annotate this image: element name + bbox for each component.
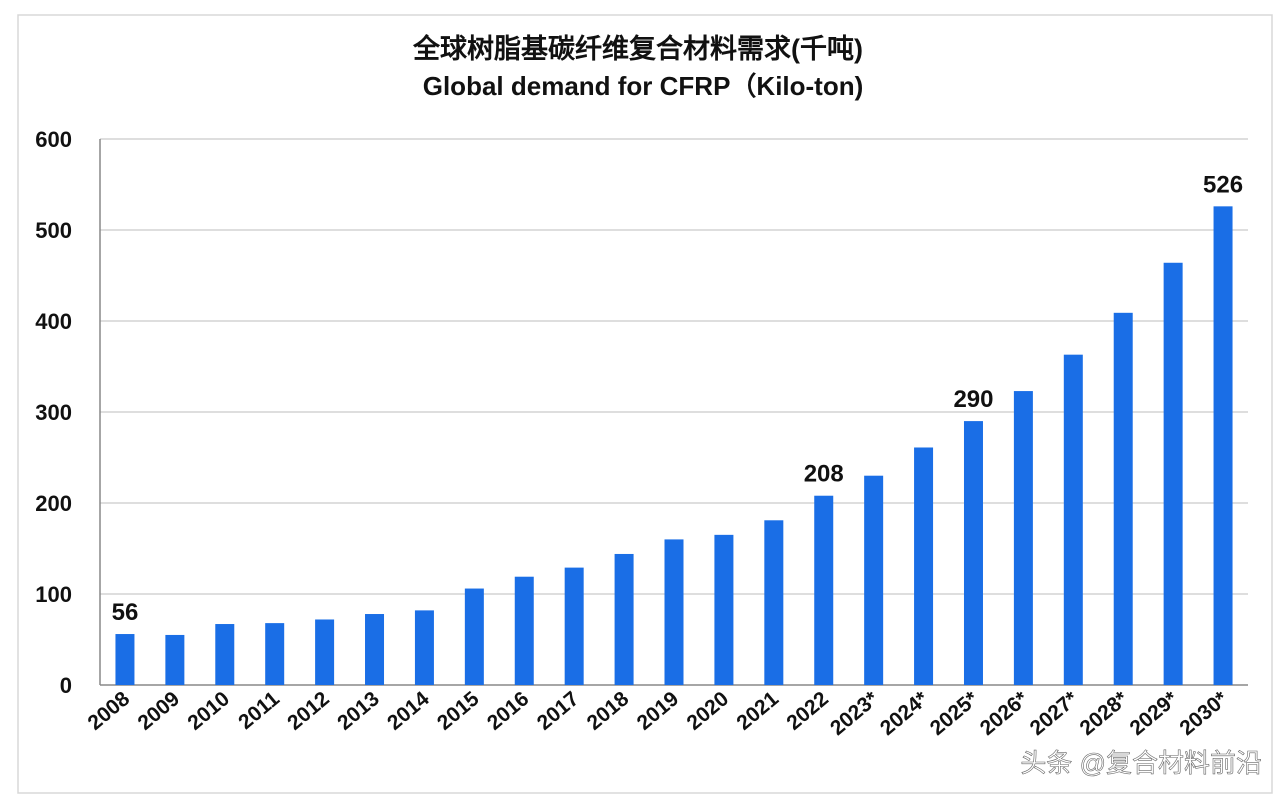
data-label: 526 bbox=[1203, 171, 1243, 198]
x-tick-label: 2022 bbox=[782, 687, 833, 735]
x-tick-label: 2008 bbox=[84, 687, 135, 735]
data-label: 56 bbox=[112, 599, 139, 626]
bar bbox=[514, 576, 534, 685]
x-tick-label: 2017 bbox=[533, 687, 584, 735]
data-labels: 56 208 290 526 bbox=[112, 171, 1243, 626]
x-tick-label: 2019 bbox=[633, 687, 684, 735]
chart-frame bbox=[17, 14, 1273, 794]
data-label: 290 bbox=[953, 386, 993, 413]
x-tick-label: 2025* bbox=[926, 687, 983, 740]
x-tick-label: 2030* bbox=[1175, 687, 1232, 740]
y-tick-label: 300 bbox=[35, 400, 72, 425]
bar bbox=[864, 475, 884, 685]
bar bbox=[1063, 354, 1083, 685]
bar bbox=[914, 447, 934, 685]
bar bbox=[464, 588, 484, 685]
x-tick-label: 2014 bbox=[383, 687, 434, 735]
x-tick-label: 2026* bbox=[976, 687, 1033, 740]
y-axis-ticks: 0 100 200 300 400 500 600 bbox=[35, 127, 72, 698]
bar bbox=[215, 624, 235, 685]
x-tick-label: 2028* bbox=[1076, 687, 1133, 740]
x-tick-label: 2018 bbox=[583, 687, 634, 735]
x-tick-label: 2016 bbox=[483, 687, 534, 735]
watermark-text: 头条 @复合材料前沿 bbox=[1020, 748, 1262, 778]
x-tick-label: 2021 bbox=[732, 687, 783, 735]
x-tick-label: 2023* bbox=[826, 687, 883, 740]
y-tick-label: 500 bbox=[35, 218, 72, 243]
y-tick-label: 600 bbox=[35, 127, 72, 152]
x-tick-label: 2024* bbox=[876, 687, 933, 740]
y-tick-label: 400 bbox=[35, 309, 72, 334]
bar bbox=[1213, 206, 1233, 685]
x-tick-label: 2012 bbox=[283, 687, 334, 735]
bar bbox=[1013, 391, 1033, 685]
bar bbox=[315, 619, 335, 685]
y-tick-label: 0 bbox=[60, 673, 72, 698]
bar bbox=[1113, 312, 1133, 685]
bar bbox=[165, 634, 185, 685]
bar bbox=[265, 623, 285, 685]
bar bbox=[564, 567, 584, 685]
bar bbox=[1163, 262, 1183, 685]
bar bbox=[814, 495, 834, 685]
x-tick-label: 2020 bbox=[683, 687, 734, 735]
chart-title-cn: 全球树脂基碳纤维复合材料需求(千吨) bbox=[412, 33, 863, 64]
x-tick-label: 2015 bbox=[433, 687, 484, 735]
y-tick-label: 200 bbox=[35, 491, 72, 516]
bar bbox=[365, 614, 385, 685]
x-tick-label: 2027* bbox=[1026, 687, 1083, 740]
bar bbox=[764, 520, 784, 685]
x-tick-label: 2010 bbox=[183, 687, 234, 735]
bar bbox=[614, 553, 634, 685]
bar bbox=[414, 610, 434, 685]
chart-title-en: Global demand for CFRP（Kilo-ton) bbox=[423, 71, 864, 101]
data-label: 208 bbox=[804, 461, 844, 488]
bar bbox=[714, 534, 734, 685]
bars bbox=[115, 206, 1233, 685]
bar bbox=[664, 539, 684, 685]
y-tick-label: 100 bbox=[35, 582, 72, 607]
x-tick-label: 2009 bbox=[134, 687, 185, 735]
x-tick-label: 2013 bbox=[333, 687, 384, 735]
x-axis-ticks: 2008 2009 2010 2011 2012 2013 2014 2015 2016 2017… bbox=[84, 687, 1233, 740]
gridlines bbox=[99, 138, 1248, 686]
x-tick-label: 2029* bbox=[1126, 687, 1183, 740]
bar bbox=[963, 421, 983, 685]
x-tick-label: 2011 bbox=[234, 687, 284, 734]
bar bbox=[115, 634, 135, 685]
